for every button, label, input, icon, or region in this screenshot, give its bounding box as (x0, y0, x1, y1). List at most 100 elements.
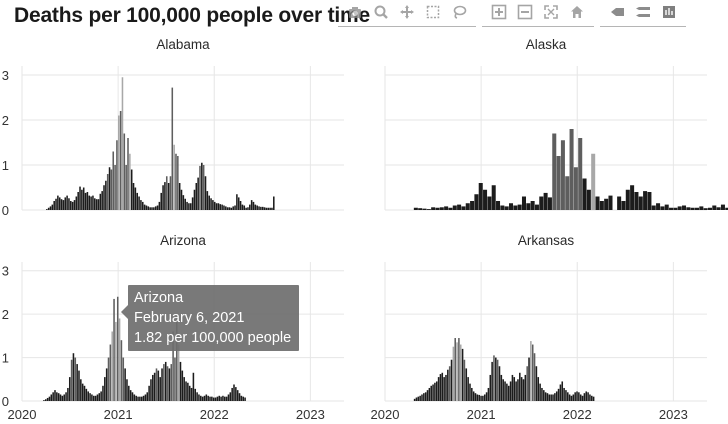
bar (219, 204, 222, 210)
bar (221, 204, 223, 210)
bar (120, 340, 123, 401)
bar (62, 200, 65, 210)
bar (535, 366, 538, 401)
bar (53, 201, 55, 210)
hover-compare-icon[interactable] (658, 1, 680, 23)
bar (226, 207, 229, 210)
bar (185, 381, 187, 401)
bar (89, 393, 91, 401)
bar (496, 201, 501, 210)
bar (118, 115, 120, 210)
bar (539, 383, 541, 401)
bar (73, 200, 76, 210)
bar (105, 180, 107, 210)
bar (220, 396, 222, 401)
bar (87, 391, 89, 401)
bar (656, 203, 661, 210)
bar (55, 198, 57, 210)
bar (107, 357, 110, 401)
bar (591, 153, 596, 210)
bar (79, 186, 81, 210)
bar (137, 396, 139, 401)
x-tick-label: 2023 (659, 407, 688, 422)
bar (92, 195, 94, 210)
zoom-in-icon[interactable] (488, 1, 510, 23)
bar (526, 203, 531, 210)
zoom-icon[interactable] (370, 1, 392, 23)
bar (720, 204, 725, 210)
bar (572, 394, 575, 401)
bar (153, 207, 155, 210)
lasso-select-icon[interactable] (448, 1, 470, 23)
bar (245, 207, 247, 210)
bar (261, 206, 264, 210)
bar (90, 196, 92, 210)
bar (139, 396, 141, 401)
bar (507, 385, 510, 401)
bar (703, 208, 708, 210)
bar (155, 368, 158, 401)
pan-icon[interactable] (396, 1, 418, 23)
bar (184, 198, 186, 210)
bar (113, 298, 115, 401)
bar (199, 165, 201, 210)
bar (630, 185, 635, 210)
bar (67, 387, 69, 401)
bar (105, 368, 108, 401)
bar (75, 196, 78, 210)
bar (443, 377, 445, 401)
bar (660, 206, 665, 210)
bar (559, 384, 562, 401)
bar (249, 204, 251, 210)
bar (162, 185, 164, 210)
bar (218, 395, 221, 401)
bar (426, 209, 431, 210)
bar (435, 207, 440, 210)
bar (99, 193, 102, 210)
bar (232, 206, 234, 210)
bar (125, 165, 127, 210)
bar (147, 206, 150, 210)
bar (519, 372, 521, 401)
spike-lines-icon[interactable] (606, 1, 628, 23)
bar (686, 207, 691, 210)
hover-closest-icon[interactable] (632, 1, 654, 23)
camera-icon[interactable] (344, 1, 366, 23)
bar (229, 392, 232, 401)
bar (94, 395, 97, 401)
bar (182, 195, 185, 210)
bar (168, 368, 171, 401)
bar (489, 374, 492, 401)
bar (530, 201, 535, 210)
reset-axes-icon[interactable] (566, 1, 588, 23)
box-select-icon[interactable] (422, 1, 444, 23)
bar (231, 387, 233, 401)
bar (68, 198, 70, 210)
bar (716, 207, 721, 210)
modebar (338, 0, 692, 27)
zoom-out-icon[interactable] (514, 1, 536, 23)
bar (456, 342, 458, 401)
bar (487, 387, 490, 401)
bar (682, 205, 687, 210)
bar (195, 183, 198, 210)
bar (163, 364, 165, 401)
autoscale-icon[interactable] (540, 1, 562, 23)
bar (136, 192, 139, 210)
bar (156, 205, 159, 210)
bar (112, 151, 115, 210)
bar (96, 394, 99, 401)
bar (552, 394, 554, 401)
bar (576, 391, 578, 401)
bar (651, 205, 656, 210)
bar (56, 392, 58, 401)
bar (61, 395, 64, 401)
bar (222, 395, 224, 401)
bar (108, 167, 111, 210)
bar (128, 385, 130, 401)
bar (215, 203, 218, 210)
bar (444, 206, 449, 210)
bar (254, 204, 257, 210)
bar (94, 198, 96, 210)
